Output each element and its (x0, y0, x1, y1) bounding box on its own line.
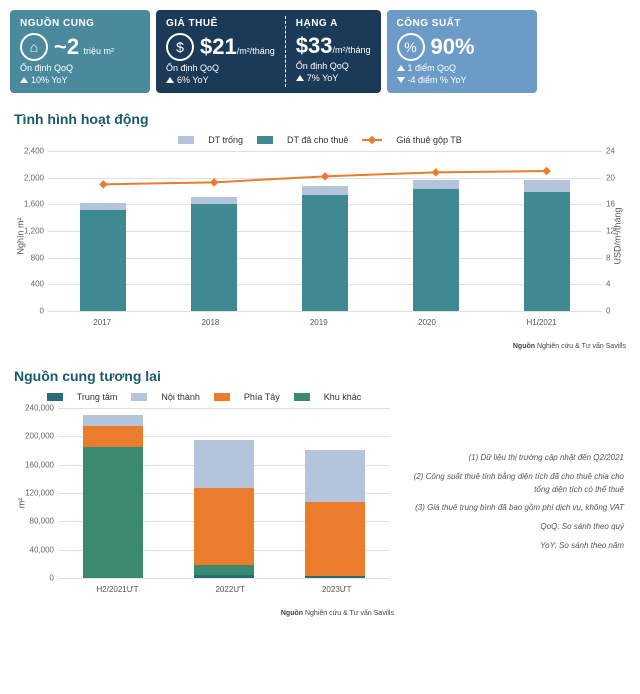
kpi-value: ~2 (54, 34, 79, 59)
bar-group (302, 186, 348, 311)
kpi-rent: GIÁ THUÊ $ $21/m²/tháng Ổn định QoQ 6% Y… (156, 10, 285, 93)
percent-icon: % (397, 33, 425, 61)
footnotes: (1) Dữ liệu thị trường cập nhật đến Q2/2… (404, 452, 624, 617)
y-axis-right: 04812162024 (606, 151, 626, 311)
swatch-vacant (178, 136, 194, 144)
chart1: DT trống DT đã cho thuê Giá thuê gộp TB … (0, 135, 640, 350)
kpi-occupancy: CÔNG SUẤT % 90% 1 điểm QoQ -4 điểm % YoY (387, 10, 537, 93)
swatch-line (362, 139, 382, 141)
chart2-legend: Trung tâm Nội thành Phía Tây Khu khác (14, 392, 394, 402)
dollar-icon: $ (166, 33, 194, 61)
swatch-leased (257, 136, 273, 144)
bar-group (305, 450, 365, 578)
bar-group (524, 180, 570, 311)
y-axis-left: 04008001,2001,6002,0002,400 (14, 151, 44, 311)
bar-group (83, 415, 143, 578)
chart2-plot (58, 408, 390, 578)
bar-group (80, 203, 126, 311)
bar-group (191, 197, 237, 311)
kpi-gradeA: HẠNG A $33/m²/tháng Ổn định QoQ 7% YoY (286, 10, 381, 93)
kpi-supply: NGUỒN CUNG ⌂ ~2 triệu m² Ổn định QoQ 10%… (10, 10, 150, 93)
kpi-title: NGUỒN CUNG (20, 18, 140, 29)
bar-group (413, 180, 459, 311)
chart2-title: Nguồn cung tương lai (14, 368, 640, 384)
chart1-plot (48, 151, 602, 311)
chart1-title: Tình hình hoạt động (14, 111, 640, 127)
chart1-source: Nguồn Nghiên cứu & Tư vấn Savills (14, 343, 626, 350)
chart1-x-axis: 2017201820192020H1/2021 (48, 318, 602, 327)
kpi-rent-block: GIÁ THUÊ $ $21/m²/tháng Ổn định QoQ 6% Y… (156, 10, 381, 93)
chart1-legend: DT trống DT đã cho thuê Giá thuê gộp TB (14, 135, 626, 145)
house-icon: ⌂ (20, 33, 48, 61)
chart2-x-axis: H2/2021ƯT2022ƯT2023ƯT (58, 585, 390, 594)
chart2-source: Nguồn Nghiên cứu & Tư vấn Savills (14, 610, 394, 617)
kpi-row: NGUỒN CUNG ⌂ ~2 triệu m² Ổn định QoQ 10%… (0, 0, 640, 93)
y-axis: 040,00080,000120,000160,000200,000240,00… (14, 408, 54, 578)
chart2: Trung tâm Nội thành Phía Tây Khu khác m²… (14, 392, 394, 617)
bar-group (194, 440, 254, 578)
